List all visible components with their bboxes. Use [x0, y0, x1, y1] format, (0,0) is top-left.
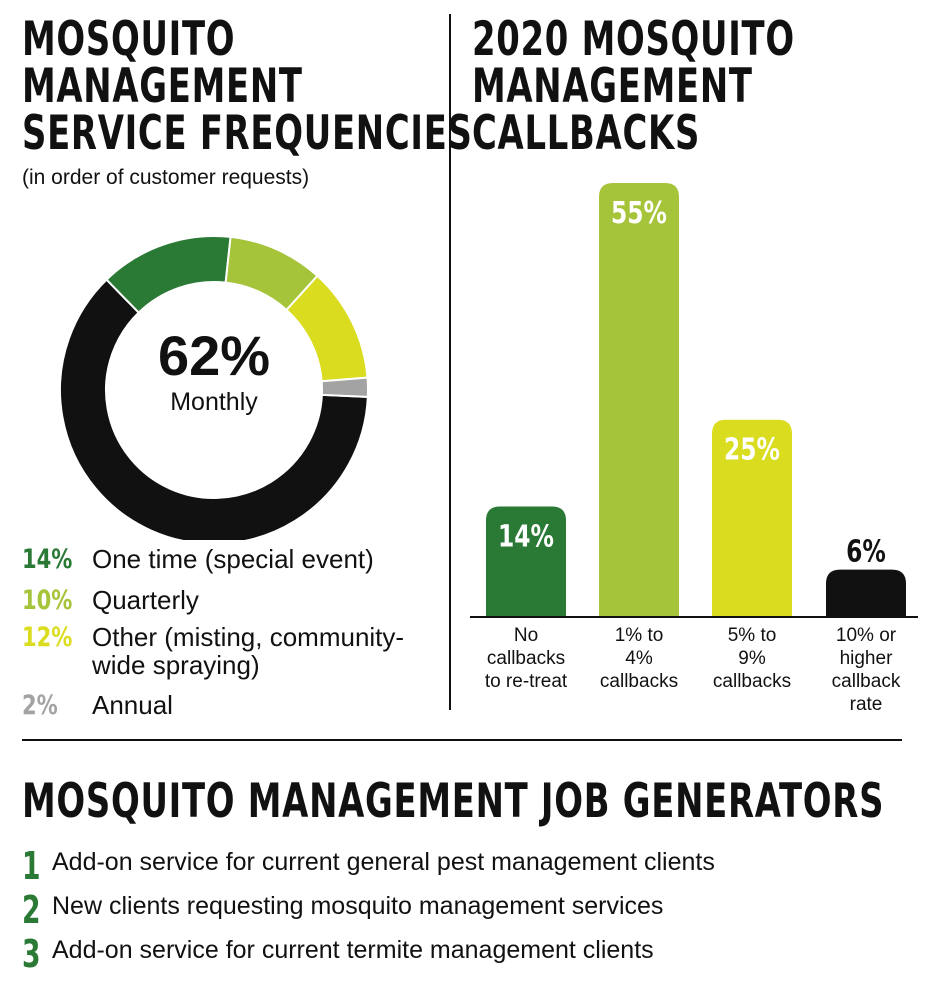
donut-slice-monthly	[59, 278, 369, 540]
left-chart-title: MOSQUITO MANAGEMENT SERVICE FREQUENCIES	[22, 16, 473, 157]
right-chart-title: 2020 MOSQUITO MANAGEMENT CALLBACKS	[472, 16, 795, 157]
legend-item-quarterly: 10% Quarterly	[22, 585, 199, 616]
job-text: Add-on service for current general pest …	[52, 848, 715, 876]
vertical-divider	[449, 14, 451, 710]
legend-pct: 12%	[22, 622, 73, 653]
right-title-line-2: MANAGEMENT	[472, 59, 753, 114]
donut-chart	[59, 235, 369, 540]
left-title-line-1: MOSQUITO	[22, 12, 236, 67]
donut-center-label: Monthly	[170, 388, 258, 416]
bar-4	[826, 569, 906, 617]
bar-value-label: 25%	[724, 433, 780, 468]
bar-category-label: 5% to 9% callbacks	[712, 625, 792, 692]
legend-item-other: 12% Other (misting, community-	[22, 622, 404, 653]
legend-item-annual: 2% Annual	[22, 690, 173, 721]
legend-text: Annual	[92, 690, 173, 720]
bar-2	[599, 183, 679, 617]
job-text: New clients requesting mosquito manageme…	[52, 892, 664, 920]
job-number: 2	[22, 888, 41, 932]
bar-category-label: 10% or higher callback rate	[831, 625, 901, 715]
job-number: 3	[22, 932, 41, 976]
donut-slice-annual	[320, 376, 369, 398]
legend-pct: 14%	[22, 544, 73, 575]
right-title-line-1: 2020 MOSQUITO	[472, 12, 795, 67]
right-title-line-3: CALLBACKS	[472, 106, 701, 161]
horizontal-divider	[22, 739, 902, 741]
legend-text: Other (misting, community-	[92, 622, 405, 652]
bar-category-label: 1% to 4% callbacks	[599, 625, 679, 692]
bar-value-label: 55%	[611, 196, 667, 231]
legend-text: One time (special event)	[92, 544, 374, 574]
bar-3	[712, 419, 792, 617]
left-title-line-3: SERVICE FREQUENCIES	[22, 106, 473, 161]
legend-item-one-time: 14% One time (special event)	[22, 544, 374, 575]
job-generators-title: MOSQUITO MANAGEMENT JOB GENERATORS	[22, 774, 885, 829]
donut-center-value: 62%	[157, 324, 271, 387]
legend-pct: 10%	[22, 585, 73, 616]
job-text: Add-on service for current termite manag…	[52, 936, 654, 964]
left-title-line-2: MANAGEMENT	[22, 59, 303, 114]
legend-text: Quarterly	[92, 585, 199, 615]
legend-pct: 2%	[22, 690, 58, 721]
bar-1	[486, 506, 566, 617]
bar-chart: 14% 55% 25% 6%	[470, 183, 918, 618]
job-number: 1	[22, 844, 41, 888]
left-chart-subtitle: (in order of customer requests)	[22, 166, 310, 189]
bar-value-label: 6%	[846, 535, 886, 570]
legend-other-continuation: wide spraying)	[92, 650, 260, 680]
bar-category-label: No callbacks to re-treat	[484, 625, 568, 692]
bar-value-label: 14%	[498, 520, 554, 555]
